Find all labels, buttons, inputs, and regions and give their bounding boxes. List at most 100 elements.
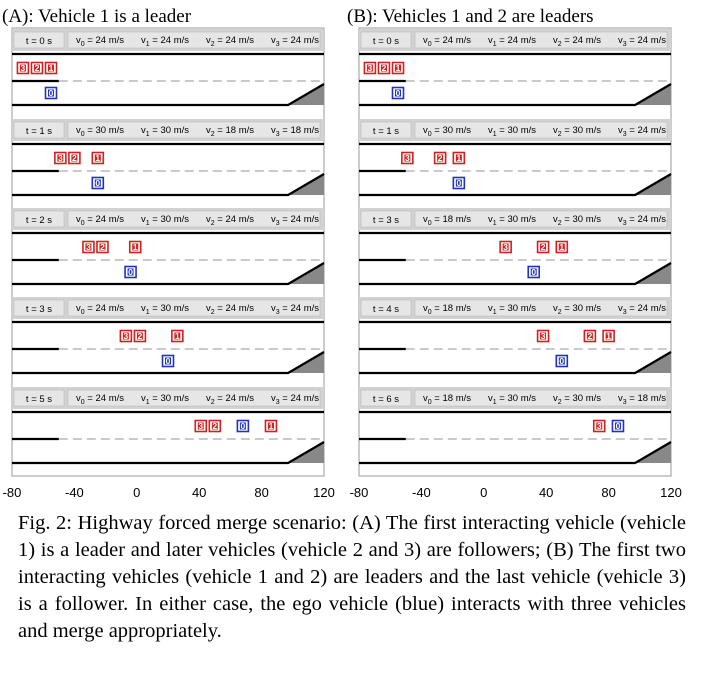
speed-label-v1: v1 = 24 m/s <box>141 35 189 48</box>
speed-label-v2: v2 = 30 m/s <box>553 125 601 138</box>
vehicle-3: 3 <box>194 419 208 433</box>
vehicle-label: 3 <box>58 153 63 163</box>
speed-label-v0: v0 = 24 m/s <box>76 35 124 48</box>
vehicle-fill <box>19 64 26 72</box>
time-box <box>13 210 65 228</box>
vehicle-fill <box>85 243 92 251</box>
speed-label-v3: v3 = 24 m/s <box>618 214 666 227</box>
vehicle-fill <box>404 154 411 162</box>
vehicle-3: 3 <box>592 419 606 433</box>
road-bottom-edge <box>359 83 672 107</box>
scene-time-label: t = 6 s <box>373 394 399 405</box>
vehicle-fill <box>57 154 64 162</box>
x-tick-label: 0 <box>133 485 140 500</box>
vehicle-1: 1 <box>171 329 184 343</box>
x-tick-label: 80 <box>601 485 615 500</box>
scene-time-label: t = 2 s <box>26 215 52 226</box>
road-bottom-edge <box>359 262 672 286</box>
vehicle-0: 0 <box>124 265 137 279</box>
speed-label-v2: v2 = 24 m/s <box>206 303 254 316</box>
vehicle-label: 3 <box>597 421 602 431</box>
vehicle-3: 3 <box>54 151 67 165</box>
speed-label-v3: v3 = 24 m/s <box>618 125 666 138</box>
speed-label-v2: v2 = 30 m/s <box>553 393 601 406</box>
road-bottom-edge <box>12 441 325 465</box>
speed-label-v1: v1 = 30 m/s <box>141 214 189 227</box>
vehicle-label: 2 <box>138 331 143 341</box>
vehicle-2: 2 <box>68 151 81 165</box>
time-box <box>360 299 412 317</box>
vehicle-label: 0 <box>128 267 133 277</box>
vehicle-fill <box>122 332 129 340</box>
scene-time-label: t = 1 s <box>26 126 52 137</box>
vehicle-fill <box>455 154 462 162</box>
vehicle-fill <box>33 64 40 72</box>
vehicle-fill <box>558 243 565 251</box>
speed-label-v2: v2 = 30 m/s <box>553 303 601 316</box>
vehicle-1: 1 <box>264 419 278 433</box>
vehicle-label: 0 <box>456 178 461 188</box>
vehicle-label: 1 <box>175 331 180 341</box>
speed-label-v1: v1 = 24 m/s <box>488 35 536 48</box>
vehicle-label: 2 <box>382 63 387 73</box>
speed-label-v1: v1 = 30 m/s <box>141 303 189 316</box>
speed-label-v3: v3 = 24 m/s <box>271 393 319 406</box>
vehicle-fill <box>71 154 78 162</box>
x-tick-label: 0 <box>480 485 487 500</box>
panel-b: t = 0 s v0 = 24 m/s v1 = 24 m/s v2 = 24 m/s… <box>350 27 682 500</box>
vehicle-3: 3 <box>499 240 512 254</box>
speed-box <box>67 299 321 317</box>
scene-time-label: t = 1 s <box>373 126 399 137</box>
scene-4: t = 5 s v0 = 24 m/s v1 = 30 m/s v2 = 24 m/s… <box>12 387 325 465</box>
road-bottom-edge <box>359 173 672 197</box>
vehicle-0: 0 <box>555 354 569 368</box>
vehicle-label: 2 <box>72 153 77 163</box>
speed-label-v1: v1 = 30 m/s <box>488 393 536 406</box>
speed-label-v2: v2 = 18 m/s <box>206 125 254 138</box>
speed-label-v3: v3 = 24 m/s <box>271 303 319 316</box>
speed-label-v1: v1 = 30 m/s <box>488 214 536 227</box>
x-tick-label: 40 <box>539 485 553 500</box>
vehicle-label: 1 <box>606 331 611 341</box>
vehicle-1: 1 <box>44 61 58 75</box>
speed-box <box>414 31 668 49</box>
vehicle-1: 1 <box>391 61 405 75</box>
vehicle-label: 1 <box>456 153 461 163</box>
vehicle-1: 1 <box>91 151 105 165</box>
x-tick-label: -40 <box>412 485 431 500</box>
scene-3: t = 4 s v0 = 18 m/s v1 = 30 m/s v2 = 30 m/s… <box>359 297 672 375</box>
vehicle-fill <box>540 243 547 251</box>
time-box <box>360 31 412 49</box>
vehicle-label: 1 <box>133 242 138 252</box>
scene-time-label: t = 3 s <box>26 304 52 315</box>
vehicle-1: 1 <box>128 240 142 254</box>
scene-time-label: t = 5 s <box>26 394 52 405</box>
vehicle-3: 3 <box>401 151 414 165</box>
speed-label-v2: v2 = 24 m/s <box>553 35 601 48</box>
vehicle-fill <box>267 422 274 430</box>
speed-label-v3: v3 = 24 m/s <box>271 214 319 227</box>
vehicle-fill <box>605 332 612 340</box>
vehicle-fill <box>211 422 218 430</box>
vehicle-label: 0 <box>95 178 100 188</box>
speed-label-v3: v3 = 18 m/s <box>271 125 319 138</box>
vehicle-fill <box>558 357 565 365</box>
vehicle-0: 0 <box>452 176 466 190</box>
merge-scenario-figure: t = 0 s v0 = 24 m/s v1 = 24 m/s v2 = 24 m/s… <box>3 27 682 500</box>
vehicle-label: 3 <box>405 153 410 163</box>
time-box <box>13 299 65 317</box>
vehicle-3: 3 <box>16 61 30 75</box>
vehicle-fill <box>99 243 106 251</box>
vehicle-label: 1 <box>269 421 274 431</box>
scene-3: t = 3 s v0 = 24 m/s v1 = 30 m/s v2 = 24 m/s… <box>12 297 325 375</box>
figure-caption: Fig. 2: Highway forced merge scenario: (… <box>18 512 686 642</box>
road-bottom-edge <box>12 262 325 286</box>
panel-frame <box>11 27 325 477</box>
vehicle-2: 2 <box>377 61 391 75</box>
vehicle-2: 2 <box>208 419 222 433</box>
scene-2: t = 3 s v0 = 18 m/s v1 = 30 m/s v2 = 30 m/s… <box>359 208 672 286</box>
vehicle-fill <box>502 243 509 251</box>
vehicle-label: 3 <box>124 331 129 341</box>
speed-box <box>67 210 321 228</box>
vehicle-label: 1 <box>49 63 54 73</box>
